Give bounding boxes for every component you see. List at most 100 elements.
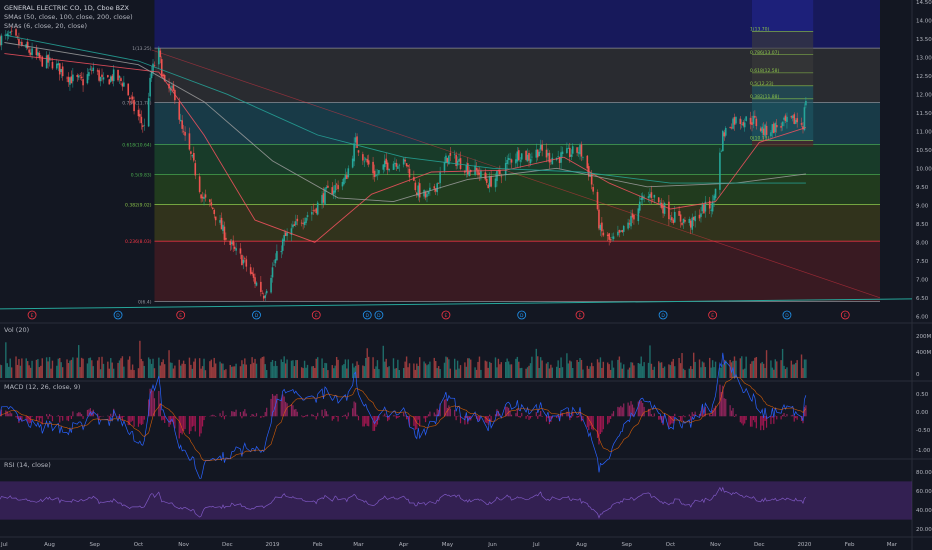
- candle-body: [663, 202, 666, 214]
- candle-body: [303, 221, 306, 225]
- volume-bar: [800, 354, 803, 378]
- candle-body: [6, 33, 9, 37]
- volume-bar: [96, 360, 99, 378]
- candle-body: [761, 126, 763, 133]
- volume-bar: [548, 368, 551, 378]
- volume-bar: [641, 366, 644, 378]
- macd-histogram-bar: [82, 416, 84, 419]
- volume-bar: [413, 363, 415, 378]
- candle-body: [184, 132, 186, 136]
- macd-histogram-bar: [201, 416, 204, 427]
- macd-histogram-bar: [582, 416, 584, 421]
- volume-bar: [729, 359, 731, 378]
- macd-histogram-bar: [107, 415, 109, 417]
- volume-bar: [201, 366, 204, 378]
- volume-bar: [417, 366, 419, 378]
- candle-body: [780, 126, 782, 128]
- candle-body: [475, 168, 478, 171]
- macd-histogram-bar: [445, 399, 447, 417]
- volume-bar: [363, 366, 366, 378]
- candle-body: [570, 154, 573, 157]
- volume-bar: [373, 368, 376, 378]
- symbol-legend[interactable]: GENERAL ELECTRIC CO, 1D, Cboe BZX: [4, 4, 130, 12]
- volume-bar: [414, 369, 417, 378]
- volume-bar: [701, 361, 704, 378]
- sma-legend-short[interactable]: SMAs (6, close, 20, close): [4, 22, 87, 30]
- price-tick: 8.50: [916, 222, 929, 228]
- candle-body: [398, 164, 401, 166]
- volume-bar: [446, 357, 449, 378]
- rsi-legend[interactable]: RSI (14, close): [4, 461, 51, 469]
- macd-histogram-bar: [311, 414, 313, 417]
- macd-histogram-bar: [682, 415, 685, 417]
- volume-bar: [171, 362, 173, 378]
- candle-body: [209, 199, 211, 202]
- macd-histogram-bar: [322, 416, 325, 418]
- volume-legend[interactable]: Vol (20): [4, 326, 29, 334]
- volume-bar: [580, 359, 583, 378]
- candle-body: [172, 85, 175, 91]
- macd-histogram-bar: [143, 416, 145, 420]
- volume-bar: [599, 357, 602, 378]
- volume-bar: [15, 356, 17, 378]
- fib-small-top: [751, 0, 814, 32]
- macd-histogram-bar: [474, 414, 476, 417]
- event-marker: [840, 310, 850, 320]
- macd-histogram-bar: [69, 415, 71, 417]
- candle-body: [599, 224, 602, 231]
- price-pane[interactable]: [0, 26, 913, 310]
- candle-body: [427, 191, 430, 194]
- volume-bar: [577, 361, 580, 378]
- volume-bar: [47, 361, 49, 378]
- macd-histogram-bar: [556, 416, 558, 419]
- macd-legend[interactable]: MACD (12, 26, close, 9): [4, 383, 80, 391]
- candle-body: [519, 160, 522, 162]
- volume-bar: [69, 360, 71, 378]
- price-tick: 14.00: [916, 18, 932, 24]
- macd-histogram-bar: [435, 414, 437, 417]
- sma-legend-long[interactable]: SMAs (50, close, 100, close, 200, close): [4, 13, 133, 21]
- macd-histogram-bar: [181, 416, 183, 435]
- macd-histogram-bar: [264, 412, 266, 417]
- volume-bar: [161, 362, 163, 378]
- candle-body: [290, 228, 293, 235]
- macd-histogram-bar: [417, 416, 419, 420]
- volume-bar: [385, 358, 387, 378]
- macd-histogram-bar: [744, 416, 746, 424]
- candle-body: [630, 216, 632, 227]
- candle-body: [478, 172, 481, 175]
- volume-bar: [730, 362, 733, 378]
- volume-bar: [633, 365, 635, 378]
- volume-bar: [419, 357, 421, 378]
- macd-histogram-bar: [709, 413, 711, 417]
- sma-line: [4, 34, 806, 184]
- macd-histogram-bar: [510, 414, 513, 417]
- volume-bar: [341, 365, 344, 378]
- volume-bar: [77, 345, 80, 378]
- macd-histogram-bar: [561, 413, 564, 417]
- fib-small-band: [751, 54, 814, 73]
- candle-body: [569, 147, 571, 158]
- macd-histogram-bar: [592, 416, 594, 431]
- candle-body: [423, 190, 425, 197]
- macd-histogram-bar: [567, 412, 569, 417]
- candle-body: [31, 48, 33, 55]
- candle-body: [107, 75, 109, 78]
- volume-bar: [437, 366, 440, 378]
- candle-body: [283, 235, 285, 242]
- macd-histogram-bar: [540, 410, 542, 417]
- indicator-tick: 0.00: [916, 410, 929, 416]
- candle-body: [770, 132, 772, 137]
- volume-bar: [620, 362, 622, 378]
- fib-small-label: 1(13.70): [750, 26, 770, 32]
- candle-body: [567, 147, 570, 149]
- candle-body: [222, 224, 224, 231]
- candle-body: [251, 272, 253, 275]
- macd-histogram-bar: [98, 416, 100, 421]
- macd-histogram-bar: [781, 414, 784, 417]
- volume-bar: [302, 368, 304, 378]
- macd-histogram-bar: [9, 412, 11, 417]
- macd-histogram-bar: [40, 416, 42, 419]
